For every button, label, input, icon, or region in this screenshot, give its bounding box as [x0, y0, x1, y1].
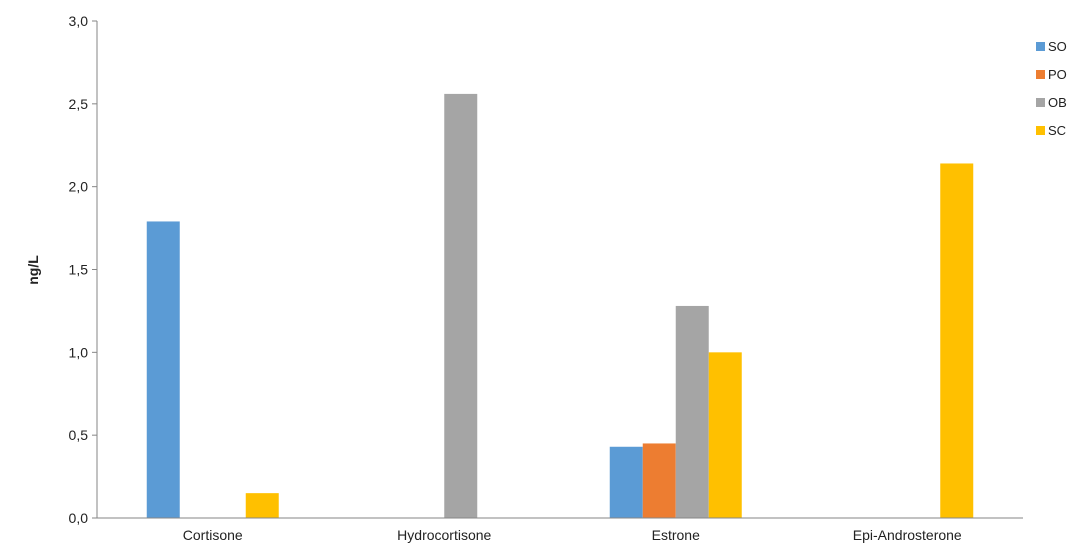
x-tick-label: Estrone [652, 527, 700, 543]
legend-label-ob: OB [1048, 95, 1067, 110]
y-tick-label: 2,0 [69, 179, 89, 195]
y-axis-label: ng/L [25, 255, 41, 285]
y-tick-label: 2,5 [69, 96, 89, 112]
bar-sc-cortisone [245, 493, 279, 518]
bar-ob-estrone [675, 305, 709, 518]
bar-ob-hydrocortisone [444, 93, 478, 518]
legend-swatch-ob [1036, 98, 1045, 107]
y-axis-tick-labels: 0,0 0,5 1,0 1,5 2,0 2,5 3,0 [69, 13, 89, 526]
y-tick-label: 0,5 [69, 427, 89, 443]
bar-group [146, 93, 974, 518]
legend-label-sc: SC [1048, 123, 1066, 138]
legend-label-so: SO [1048, 39, 1067, 54]
y-axis-ticks [92, 20, 97, 519]
legend-swatch-so [1036, 42, 1045, 51]
bar-po-estrone [642, 443, 676, 518]
x-tick-label: Epi-Androsterone [853, 527, 962, 543]
x-axis-tick-labels: Cortisone Hydrocortisone Estrone Epi-Andros… [183, 527, 962, 543]
legend-label-po: PO [1048, 67, 1067, 82]
bar-sc-estrone [708, 352, 742, 518]
y-tick-label: 1,5 [69, 262, 89, 278]
y-tick-label: 1,0 [69, 344, 89, 360]
x-tick-label: Hydrocortisone [397, 527, 491, 543]
bar-so-estrone [609, 446, 643, 518]
bar-sc-epi-androsterone [940, 163, 974, 518]
x-tick-label: Cortisone [183, 527, 243, 543]
y-tick-label: 0,0 [69, 510, 89, 526]
legend-swatch-po [1036, 70, 1045, 79]
bar-so-cortisone [146, 221, 180, 518]
y-tick-label: 3,0 [69, 13, 89, 29]
legend: SO PO OB SC [1036, 39, 1067, 138]
legend-swatch-sc [1036, 126, 1045, 135]
